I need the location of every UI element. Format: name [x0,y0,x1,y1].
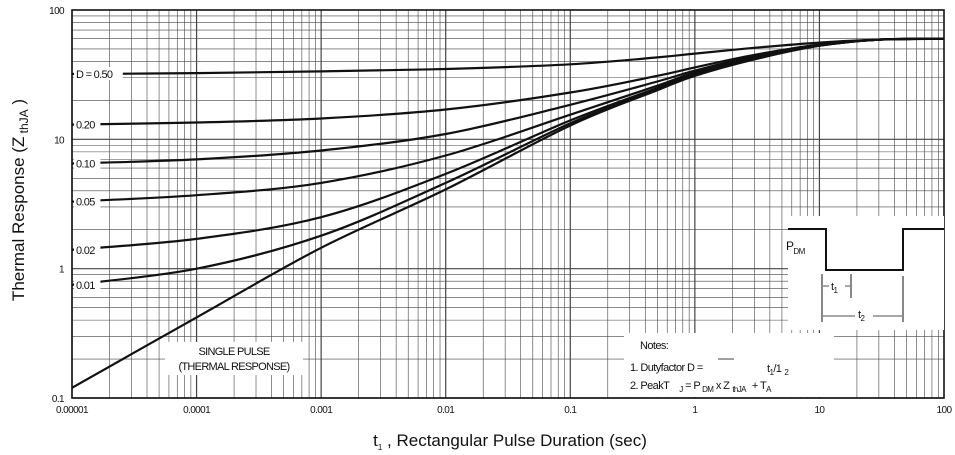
curve-label: 0.10 [76,159,95,171]
x-tick-label: 10 [814,405,825,416]
waveform-t2-label: t2 [858,309,865,323]
curve-label-bg [74,194,101,208]
x-tick-label: 0.1 [564,405,577,416]
waveform-t1-label: t1 [831,281,838,295]
waveform-t2-label-bg [855,309,873,322]
waveform-pdm-label: PDM [786,239,806,256]
x-tick-label: 0.00001 [56,405,89,416]
waveform-t2-main: t [858,309,861,321]
notes-line2-b: J [679,385,683,394]
y-tick-label: 10 [54,135,65,146]
curve-label: 0.20 [76,120,95,132]
y-axis-title-main: Thermal Response (Z [9,137,28,301]
notes-line2-g: + T [752,380,767,392]
notes-line2-e: x Z [713,380,730,392]
x-axis-title: t1 , Rectangular Pulse Duration (sec) [373,431,647,452]
x-tick-label: 0.001 [310,405,333,416]
curve-label: 0.05 [76,197,95,209]
curve-label-bg [74,67,123,81]
tick-labels: 0.00001 0.0001 0.001 0.01 0.1 1 10 100 0.1 1 10 100 [49,6,953,416]
x-axis-title-sub: 1 [378,443,383,452]
notes-line2-d: DM [702,385,714,394]
y-axis-title-rest: ) [9,99,28,109]
curve-label-bg [74,242,101,256]
x-tick-label: 1 [692,405,698,416]
y-tick-label: 100 [49,6,65,17]
plot-frame [71,9,945,399]
waveform-t1-main: t [831,281,834,293]
curve-label-bg [74,117,101,131]
curves [71,37,945,389]
x-tick-label: 0.0001 [183,405,211,416]
notes-title: Notes: [640,340,669,352]
single-pulse-label-line2: (THERMAL RESPONSE) [178,361,289,373]
notes-line2-c: = P [683,380,701,392]
notes-frac-sub2: 2 [784,368,789,377]
x-tick-label: 0.01 [437,405,455,416]
pulse-waveform-inset: PDM t1 t2 [786,216,944,330]
curve-series-0 [71,37,945,76]
waveform-t1-sub: 1 [833,286,838,295]
y-axis-title: Thermal Response (Z thJA ) [9,99,31,301]
x-tick-label: 100 [937,405,953,416]
notes-frac-mid: /1 [773,363,781,375]
notes-frac-t: t [767,363,770,375]
curve-label: D = 0.50 [76,69,113,81]
waveform-pdm-main: P [786,239,794,253]
curve-label-bg [74,277,101,291]
curve-label-bg [74,156,101,170]
waveform-t2-sub: 2 [860,314,865,323]
curve-label: 0.01 [76,280,95,292]
notes-line2-f: thJA [732,385,747,394]
notes-box: Notes: 1. Dutyfactor D = t1/1 2 2. PeakT J… [624,333,834,397]
notes-line1: 1. Dutyfactor D = [630,362,703,374]
notes-line1-fraction: t1/1 2 [767,363,789,377]
y-axis-title-sub: thJA [17,109,31,136]
waveform-pdm-sub: DM [793,247,805,256]
y-tick-label: 1 [59,265,65,276]
notes-box-bg [624,333,834,397]
single-pulse-label-line1: SINGLE PULSE [198,346,269,358]
single-pulse-label-bg [165,342,303,375]
curve-label: 0.02 [76,245,95,257]
curve-labels: D = 0.50 0.20 0.10 0.05 0.02 0.01 [74,67,123,292]
waveform-t1-label-bg [829,280,845,292]
notes-line2-h: A [766,385,772,394]
x-axis-title-main: t [373,431,378,450]
y-tick-label: 0.1 [52,394,65,405]
notes-frac-sub1: 1 [769,368,774,377]
notes-line2-a: 2. PeakT [630,380,670,392]
curve-series-6 [71,37,945,389]
curve-series-1 [71,37,945,126]
waveform-signal [788,228,944,271]
x-axis-title-rest: , Rectangular Pulse Duration (sec) [382,431,647,450]
